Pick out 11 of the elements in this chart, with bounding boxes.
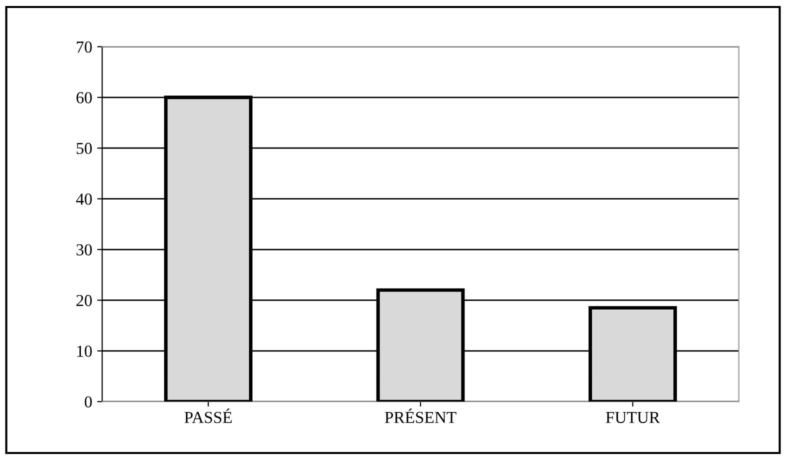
y-tick-label: 30 xyxy=(76,244,92,256)
y-tick-label: 0 xyxy=(84,396,92,408)
y-tick-label: 20 xyxy=(76,294,92,306)
y-tick-label: 60 xyxy=(76,92,92,104)
y-tick-label: 50 xyxy=(76,142,92,154)
x-tick-label: FUTUR xyxy=(606,412,660,424)
x-tick-label: PASSÉ xyxy=(184,408,232,424)
y-tick-label: 70 xyxy=(76,41,92,53)
y-tick-label: 40 xyxy=(76,194,92,205)
x-tick-label: PRÉSENT xyxy=(384,408,456,424)
y-tick-label: 10 xyxy=(77,346,92,357)
